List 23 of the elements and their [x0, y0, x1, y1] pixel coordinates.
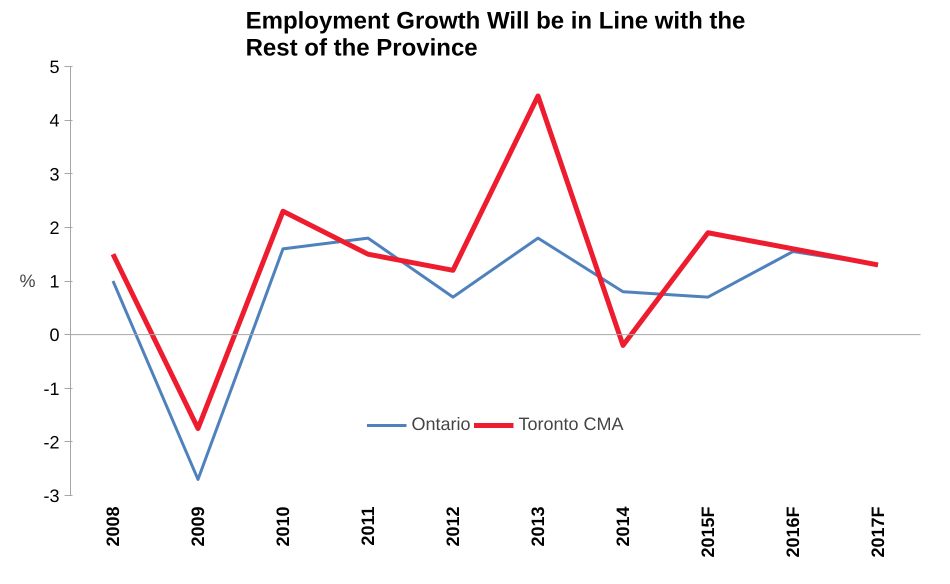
- y-tick-label: 2: [49, 218, 60, 238]
- x-tick-label: 2012: [443, 506, 463, 547]
- x-tick-label: 2009: [188, 506, 208, 547]
- x-tick-label: 2017F: [868, 506, 888, 558]
- y-tick-label: -2: [43, 432, 60, 452]
- chart-title: Employment Growth Will be in Line with the Rest of the Province: [246, 8, 746, 62]
- y-tick-label: 0: [49, 325, 60, 346]
- x-tick-label: 2016F: [783, 506, 803, 558]
- y-tick-label: -3: [43, 486, 60, 506]
- y-tick-label: -1: [43, 378, 60, 399]
- y-tick-label: 1: [49, 272, 60, 292]
- y-tick-label: 3: [49, 164, 60, 184]
- legend-label: Toronto CMA: [518, 414, 624, 435]
- x-tick-label: 2015F: [698, 506, 718, 558]
- legend-label: Ontario: [411, 414, 470, 435]
- y-axis-title: %: [19, 271, 36, 291]
- x-tick-label: 2014: [613, 506, 633, 547]
- y-tick-label: 5: [49, 57, 60, 77]
- x-tick-label: 2010: [273, 506, 293, 547]
- x-tick-label: 2013: [528, 506, 548, 547]
- x-tick-label: 2011: [358, 506, 378, 546]
- y-tick-label: 4: [49, 110, 60, 131]
- x-tick-label: 2008: [103, 506, 123, 547]
